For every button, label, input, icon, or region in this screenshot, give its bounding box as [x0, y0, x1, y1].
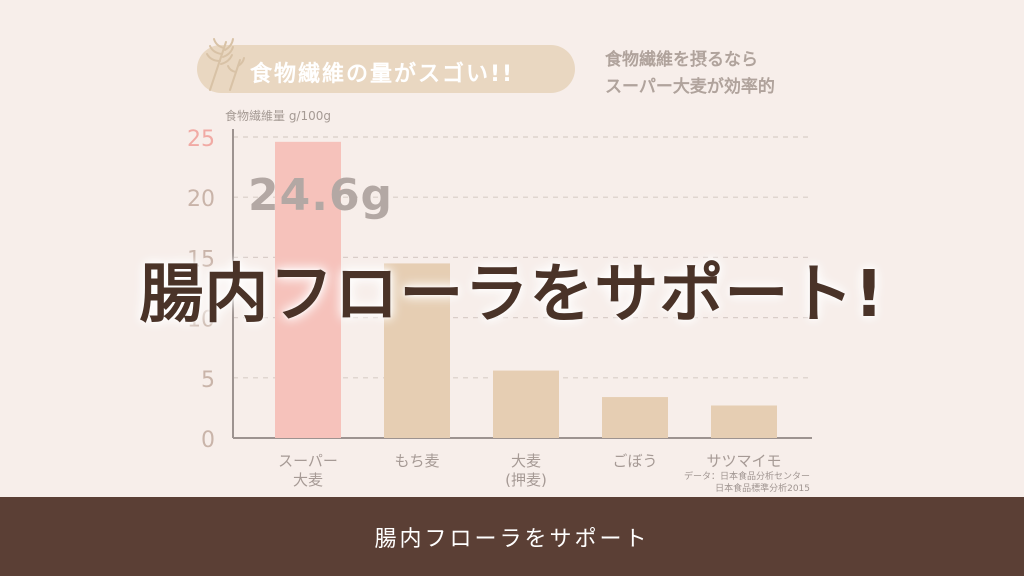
- caption-bar: [0, 497, 1024, 576]
- x-tick-label: もち麦: [394, 452, 439, 470]
- headline-overlay: 腸内フローラをサポート!: [139, 258, 885, 332]
- y-tick-label: 0: [201, 428, 215, 453]
- x-tick-label: ごぼう: [612, 452, 657, 470]
- y-tick-label: 10: [187, 308, 215, 333]
- badge-title: 食物繊維の量がスゴい!!: [250, 62, 515, 87]
- bar: [384, 263, 450, 438]
- x-tick-label: サツマイモ: [706, 452, 781, 470]
- y-axis-unit-label: 食物繊維量 g/100g: [225, 109, 331, 123]
- y-tick-label: 5: [201, 368, 215, 393]
- caption-text: 腸内フローラをサポート: [374, 527, 650, 552]
- y-tick-label: 15: [187, 247, 215, 272]
- bar: [275, 141, 341, 439]
- title-badge: [197, 45, 575, 93]
- side-note: 食物繊維を摂るなら スーパー大麦が効率的: [605, 50, 775, 97]
- bar: [711, 405, 777, 438]
- x-tick-label: 大麦(押麦): [505, 452, 547, 489]
- data-source-note: データ：日本食品分析センター 日本食品標準分析2015: [683, 472, 810, 494]
- bar: [602, 397, 668, 438]
- x-tick-label: スーパー大麦: [278, 452, 338, 489]
- highlight-value-label: 24.6g: [248, 170, 394, 221]
- bar: [493, 370, 559, 438]
- y-tick-label: 20: [187, 187, 215, 212]
- y-tick-label: 25: [187, 127, 215, 152]
- wheat-icon: [206, 38, 245, 91]
